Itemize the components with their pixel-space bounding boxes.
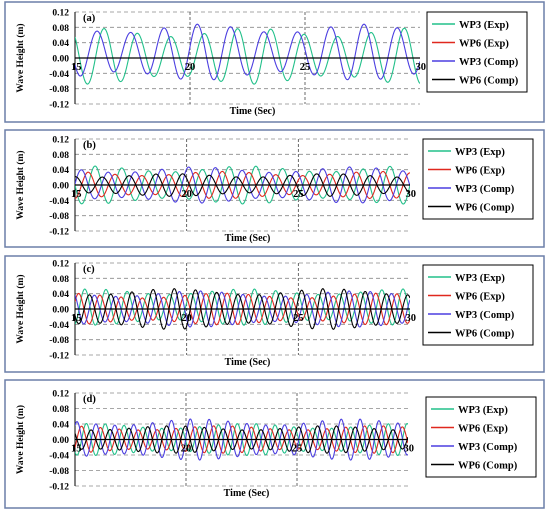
panel-c: 0.12 0.08 0.04 0.00 -0.04 -0.08 -0.12 15 20 25 30 (… [4, 255, 545, 373]
y-tick-label: 0.04 [52, 39, 69, 49]
legend-label: WP3 (Exp) [455, 147, 505, 158]
y-tick-label: 0.12 [52, 136, 69, 146]
legend-box [422, 264, 534, 346]
y-tick-label: 0.08 [52, 24, 69, 34]
y-tick-label: 0.08 [52, 405, 69, 415]
series-line-wp3-exp [75, 27, 420, 85]
y-tick-label: 0.12 [52, 390, 69, 400]
legend-label: WP3 (Exp) [458, 405, 508, 416]
y-tick-label: 0.00 [52, 436, 69, 446]
x-tick-label: 20 [181, 313, 192, 324]
y-tick-label: 0.00 [52, 182, 69, 192]
legend-box [426, 11, 528, 93]
y-tick-label: 0.04 [52, 290, 69, 300]
series-line-wp3-comp [75, 418, 408, 461]
x-tick-label: 20 [181, 189, 192, 200]
legend-label: WP3 (Comp) [459, 57, 519, 68]
legend-label: WP3 (Comp) [455, 184, 515, 195]
y-tick-label: 0.04 [52, 421, 69, 431]
y-tick-label: -0.04 [49, 70, 69, 80]
x-tick-label: 30 [416, 62, 427, 73]
legend-label: WP6 (Comp) [458, 461, 518, 472]
series-line-wp3-exp [75, 288, 410, 326]
y-tick-label: -0.08 [49, 85, 69, 95]
panel-d: 0.12 0.08 0.04 0.00 -0.04 -0.08 -0.12 15 20 25 30 (… [4, 379, 545, 509]
panel-b: 0.12 0.08 0.04 0.00 -0.04 -0.08 -0.12 15 20 25 30 (… [4, 129, 545, 248]
legend: WP3 (Exp) WP6 (Exp) WP3 (Comp) WP6 (Comp) [425, 396, 537, 478]
x-axis-label: Time (Sec) [224, 488, 270, 499]
y-tick-label: 0.08 [52, 275, 69, 285]
y-axis-label: Wave Height (m) [15, 405, 26, 474]
legend: WP3 (Exp) WP6 (Exp) WP3 (Comp) WP6 (Comp) [422, 264, 534, 346]
legend-label: WP6 (Exp) [459, 39, 509, 50]
panel-label: (b) [83, 140, 96, 151]
y-axis-label: Wave Height (m) [15, 150, 26, 219]
series-line-wp3-comp [75, 290, 410, 328]
legend-label: WP6 (Comp) [455, 329, 515, 340]
y-tick-label: -0.12 [49, 352, 69, 362]
x-tick-label: 15 [71, 313, 82, 324]
legend-label: WP6 (Exp) [458, 424, 508, 435]
y-tick-label: -0.04 [49, 197, 69, 207]
series-line-wp6-exp [75, 425, 408, 454]
y-tick-label: 0.00 [52, 306, 69, 316]
series-line-wp6-comp [75, 173, 410, 197]
x-tick-label: 30 [406, 313, 417, 324]
legend-label: WP3 (Exp) [455, 273, 505, 284]
legend-box [422, 138, 534, 220]
legend: WP3 (Exp) WP6 (Exp) WP3 (Comp) WP6 (Comp) [426, 11, 528, 93]
series-group [75, 288, 410, 330]
x-tick-label: 15 [71, 444, 82, 455]
y-tick-label: -0.12 [49, 483, 69, 493]
y-tick-label: -0.04 [49, 452, 69, 462]
y-tick-label: -0.12 [49, 228, 69, 238]
x-tick-label: 25 [300, 62, 311, 73]
legend-label: WP3 (Comp) [455, 310, 515, 321]
panel-a: 0.12 0.08 0.04 0.00 -0.04 -0.08 -0.12 15 20 25 30 (… [4, 1, 545, 123]
series-line-wp6-comp [75, 425, 408, 454]
y-tick-label: -0.08 [49, 212, 69, 222]
y-tick-label: 0.04 [52, 166, 69, 176]
legend-box [425, 396, 537, 478]
x-tick-label: 15 [71, 62, 82, 73]
series-group [75, 418, 408, 461]
legend-label: WP6 (Exp) [455, 166, 505, 177]
y-axis-label: Wave Height (m) [15, 23, 26, 92]
x-tick-label: 20 [185, 62, 196, 73]
series-line-wp3-comp [75, 166, 410, 204]
y-tick-label: -0.08 [49, 467, 69, 477]
legend-label: WP6 (Exp) [455, 292, 505, 303]
y-tick-label: -0.12 [49, 101, 69, 111]
legend-label: WP3 (Exp) [459, 20, 509, 31]
x-tick-label: 25 [292, 444, 303, 455]
y-tick-label: -0.04 [49, 321, 69, 331]
y-tick-label: 0.12 [52, 9, 69, 19]
legend-label: WP6 (Comp) [459, 76, 519, 87]
y-tick-label: 0.00 [52, 55, 69, 65]
x-axis-label: Time (Sec) [225, 357, 271, 368]
series-line-wp3-comp [75, 23, 420, 81]
legend-label: WP6 (Comp) [455, 203, 515, 214]
legend-label: WP3 (Comp) [458, 442, 518, 453]
x-tick-label: 30 [404, 444, 415, 455]
x-tick-label: 15 [71, 189, 82, 200]
y-tick-label: 0.12 [52, 260, 69, 270]
x-tick-label: 20 [181, 444, 192, 455]
x-tick-label: 30 [406, 189, 417, 200]
panel-label: (c) [83, 264, 95, 275]
y-axis-label: Wave Height (m) [15, 274, 26, 343]
series-line-wp6-exp [75, 292, 410, 326]
x-tick-label: 25 [293, 189, 304, 200]
y-tick-label: -0.08 [49, 336, 69, 346]
panels-group: 0.12 0.08 0.04 0.00 -0.04 -0.08 -0.12 15 20 25 30 (… [4, 1, 545, 509]
legend: WP3 (Exp) WP6 (Exp) WP3 (Comp) WP6 (Comp) [422, 138, 534, 220]
x-axis-label: Time (Sec) [225, 233, 271, 244]
x-tick-label: 25 [293, 313, 304, 324]
x-axis-label: Time (Sec) [230, 106, 276, 117]
panel-label: (d) [83, 394, 96, 405]
series-line-wp6-comp [75, 288, 410, 330]
y-tick-label: 0.08 [52, 151, 69, 161]
panel-label: (a) [83, 13, 96, 24]
